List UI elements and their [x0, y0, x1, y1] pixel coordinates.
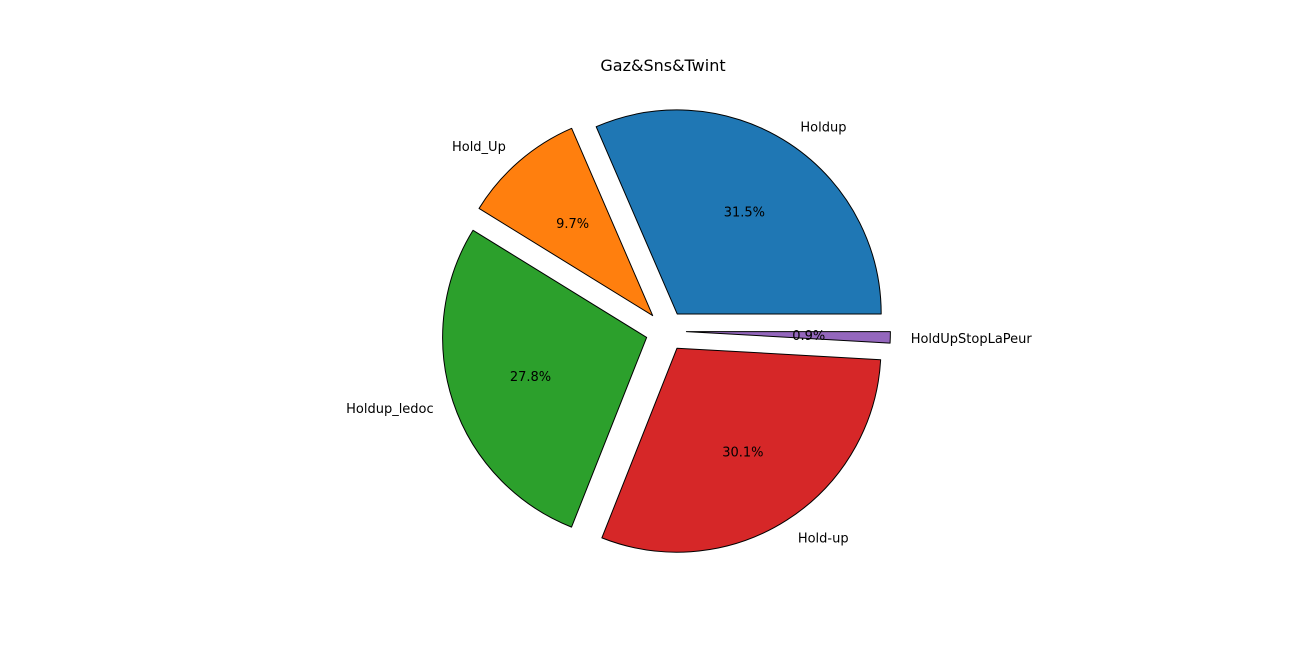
slice-label-holdup: Holdup	[800, 120, 846, 135]
pie-labels: Holdup 31.5% Hold_Up 9.7% Holdup_ledoc 27.8% H…	[346, 120, 1032, 546]
pie-slice-holdupstoplapeur	[685, 331, 891, 344]
pie-slice-holdup	[595, 109, 882, 315]
pie-slices	[442, 109, 891, 553]
pie-slice-hold-up	[478, 127, 654, 317]
chart-title: Gaz&Sns&Twint	[600, 56, 725, 75]
slice-label-holdup-ledoc: Holdup_ledoc	[346, 402, 434, 417]
pct-label-hold-up: 9.7%	[556, 217, 589, 232]
slice-label-hold-up: Hold-up	[798, 531, 849, 546]
pct-label-hold-up: 30.1%	[722, 445, 763, 460]
pct-label-holdupstoplapeur: 0.9%	[792, 329, 825, 344]
pct-label-holdup: 31.5%	[724, 206, 765, 221]
pct-label-holdup-ledoc: 27.8%	[510, 370, 551, 385]
slice-label-holdupstoplapeur: HoldUpStopLaPeur	[911, 332, 1033, 347]
pie-slice-hold-up	[601, 347, 882, 553]
pie-slice-holdup-ledoc	[442, 229, 648, 528]
slice-label-hold-up: Hold_Up	[452, 140, 506, 155]
